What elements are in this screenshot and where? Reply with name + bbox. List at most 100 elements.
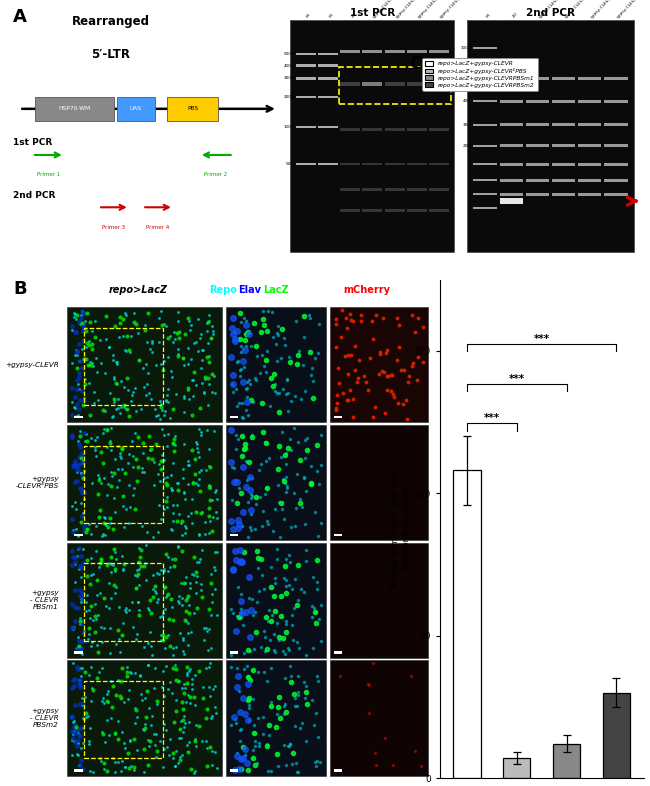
Bar <box>339 67 451 104</box>
Text: M: M <box>328 13 333 19</box>
Bar <box>230 769 239 772</box>
Text: 1st PCR: 1st PCR <box>13 138 52 148</box>
Bar <box>335 416 342 418</box>
Text: gypsy-CLEVRPBSm2: gypsy-CLEVRPBSm2 <box>616 0 649 19</box>
Bar <box>363 82 382 86</box>
Bar <box>73 652 83 654</box>
Bar <box>84 328 163 405</box>
Bar <box>340 163 360 165</box>
Text: +gypsy
- CLEVR
PBSm1: +gypsy - CLEVR PBSm1 <box>31 590 59 610</box>
Bar <box>578 100 601 103</box>
Text: 400: 400 <box>463 100 471 104</box>
Bar <box>73 416 83 418</box>
Bar <box>473 101 497 102</box>
Text: +gypsy
-CLEVRᴱPBS: +gypsy -CLEVRᴱPBS <box>16 476 59 489</box>
Bar <box>473 47 497 50</box>
Bar <box>318 126 338 128</box>
Bar <box>335 769 342 772</box>
Bar <box>552 163 575 166</box>
Bar <box>429 82 448 86</box>
Bar <box>330 542 428 658</box>
Bar <box>340 50 360 53</box>
Text: B: B <box>13 280 27 298</box>
Bar <box>500 144 523 147</box>
Text: gypsy-CLEVRPBSm2: gypsy-CLEVRPBSm2 <box>439 0 473 19</box>
Bar <box>473 163 497 165</box>
Text: 800: 800 <box>463 64 471 68</box>
Bar <box>363 50 382 53</box>
Text: 5000: 5000 <box>283 52 294 56</box>
Bar <box>296 163 316 165</box>
Bar <box>385 189 404 191</box>
Bar <box>526 178 549 182</box>
Bar <box>340 128 360 130</box>
Text: 2U: 2U <box>512 12 518 19</box>
Text: Elav: Elav <box>239 285 261 295</box>
Bar <box>578 144 601 147</box>
Bar <box>578 163 601 166</box>
Bar <box>473 193 497 195</box>
Bar <box>552 77 575 79</box>
Text: gypsy-CLEVR: gypsy-CLEVR <box>538 0 560 19</box>
Bar <box>407 209 426 211</box>
Text: 3000: 3000 <box>283 76 294 80</box>
Bar <box>363 209 382 211</box>
Bar <box>330 307 428 422</box>
Bar <box>552 193 575 196</box>
Bar <box>429 189 448 191</box>
Bar <box>385 128 404 130</box>
Text: gypsy-CLEVRPBSm1: gypsy-CLEVRPBSm1 <box>590 0 623 19</box>
Bar <box>385 50 404 53</box>
Bar <box>363 163 382 165</box>
Legend: repo>LacZ+gypsy-CLEVR, repo>LacZ+gypsy-CLEVRᴱPBS, repo>LacZ+gypsy-CLEVRPBSm1, re: repo>LacZ+gypsy-CLEVR, repo>LacZ+gypsy-C… <box>422 58 538 90</box>
Bar <box>454 471 481 778</box>
Bar <box>552 178 575 182</box>
Bar <box>604 178 627 182</box>
Bar <box>385 209 404 211</box>
Bar <box>500 193 523 196</box>
Bar <box>340 209 360 211</box>
Bar <box>318 163 338 165</box>
Bar <box>407 50 426 53</box>
Bar <box>226 424 326 540</box>
Bar <box>500 198 523 204</box>
Text: 5′-LTR: 5′-LTR <box>91 48 130 61</box>
Bar <box>168 97 218 121</box>
Bar <box>552 100 575 103</box>
Text: 300: 300 <box>463 123 471 127</box>
Bar <box>296 126 316 128</box>
Text: 200: 200 <box>463 144 471 148</box>
Bar <box>500 77 523 79</box>
Bar <box>578 123 601 126</box>
Bar <box>526 144 549 147</box>
Text: Primer 1: Primer 1 <box>36 172 60 178</box>
Text: M: M <box>486 13 491 19</box>
Bar <box>604 123 627 126</box>
Text: +gypsy
- CLEVR
PBSm2: +gypsy - CLEVR PBSm2 <box>31 708 59 728</box>
Bar <box>552 123 575 126</box>
Bar <box>407 163 426 165</box>
Text: A: A <box>13 8 27 26</box>
Text: 2U: 2U <box>350 12 358 19</box>
Bar <box>526 163 549 166</box>
Bar <box>35 97 114 121</box>
Bar <box>296 64 316 67</box>
Bar <box>296 96 316 98</box>
Bar <box>473 207 497 209</box>
Text: gypsy-CLEVRᴱPBS: gypsy-CLEVRᴱPBS <box>564 0 594 19</box>
Bar <box>68 307 222 422</box>
Text: Primer 3: Primer 3 <box>102 225 125 230</box>
Text: ***: *** <box>534 334 550 343</box>
Bar <box>429 163 448 165</box>
Bar <box>340 189 360 191</box>
Bar <box>296 77 316 79</box>
Text: HSP70-WM: HSP70-WM <box>58 106 90 112</box>
Bar <box>526 123 549 126</box>
Bar <box>68 660 222 776</box>
Bar <box>291 20 454 252</box>
Bar <box>604 193 627 196</box>
Text: 2nd PCR: 2nd PCR <box>13 191 55 200</box>
Text: gypsy-CLEVRᴱPBS: gypsy-CLEVRᴱPBS <box>395 0 425 19</box>
Bar <box>578 193 601 196</box>
Bar <box>604 163 627 166</box>
